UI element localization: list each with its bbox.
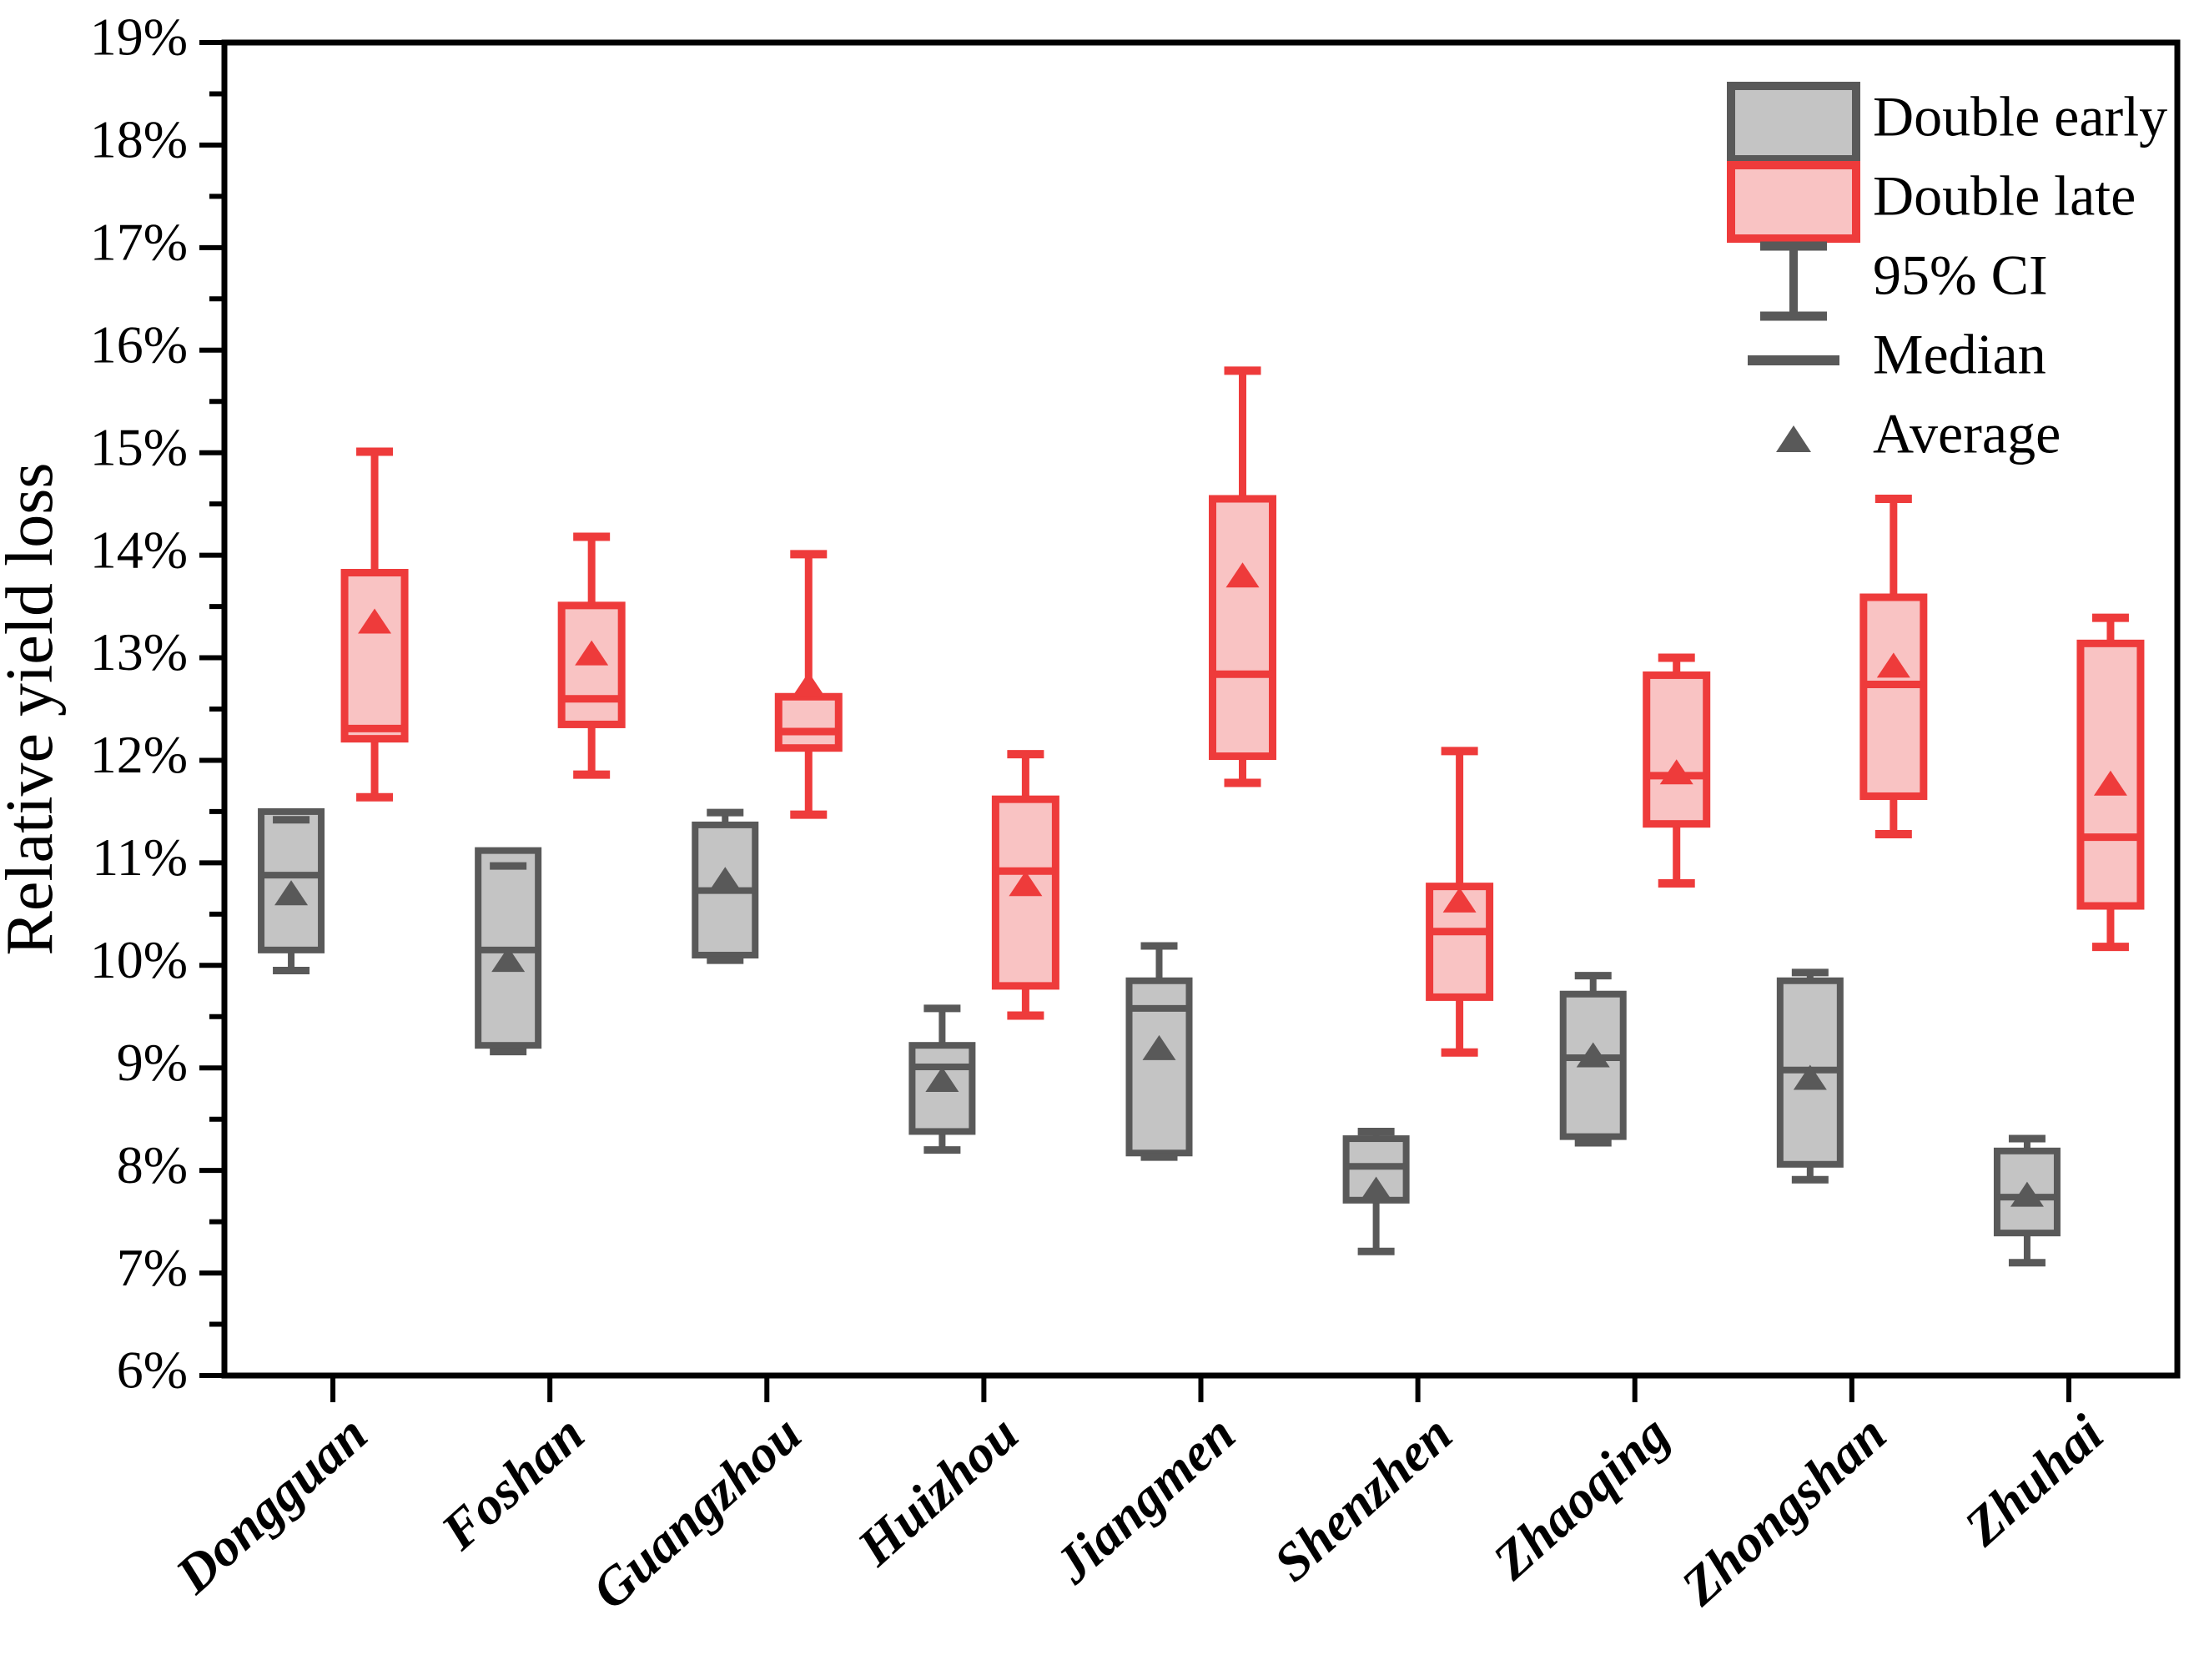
average-marker — [1576, 1042, 1610, 1068]
average-marker — [2093, 770, 2127, 796]
average-marker — [358, 608, 392, 634]
average-marker — [1793, 1064, 1827, 1090]
average-marker — [1009, 871, 1043, 897]
legend-swatch-box-early — [1727, 82, 1860, 163]
y-tick-label-6: 6% — [117, 1340, 188, 1400]
y-tick-label-19: 19% — [90, 8, 188, 67]
boxplot-early-Zhongshan — [1776, 968, 1844, 1184]
series-late — [340, 366, 2145, 1057]
boxplot-late-Foshan — [557, 532, 626, 779]
iqr-box — [1859, 593, 1928, 800]
legend-label-0: Double early — [1873, 85, 2167, 148]
boxplot-early-Guangzhou — [692, 808, 759, 964]
average-marker — [925, 1066, 959, 1092]
y-tick-label-13: 13% — [90, 622, 188, 682]
boxplot-early-Zhuhai — [1993, 1134, 2061, 1267]
boxplot-late-Zhongshan — [1859, 495, 1928, 838]
legend-label-2: 95% CI — [1873, 244, 2048, 307]
average-marker — [1442, 887, 1477, 913]
y-tick-label-9: 9% — [117, 1033, 188, 1092]
iqr-box — [1209, 495, 1276, 761]
legend-triangle-icon — [1776, 425, 1811, 452]
series-early — [258, 807, 2061, 1267]
y-tick-label-12: 12% — [90, 725, 188, 784]
average-marker — [1142, 1034, 1176, 1060]
boxplot-early-Foshan — [475, 847, 542, 1056]
y-tick-label-8: 8% — [117, 1135, 188, 1195]
average-marker — [1876, 652, 1910, 678]
y-axis-title: Relative yield loss — [0, 462, 67, 955]
boxplot-early-Zhaoqing — [1559, 972, 1627, 1147]
y-tick-label-10: 10% — [90, 930, 188, 989]
iqr-box — [908, 1042, 976, 1135]
boxplot-early-Shenzhen — [1342, 1127, 1410, 1255]
average-marker — [1359, 1176, 1393, 1202]
legend: Double early Double late 95% CI Median Avera… — [1727, 82, 2167, 465]
boxplot-late-Jiangmen — [1209, 366, 1276, 787]
boxplot-late-Zhaoqing — [1643, 653, 1711, 888]
iqr-box — [2076, 639, 2145, 910]
y-tick-label-15: 15% — [90, 417, 188, 476]
boxplot-late-Dongguan — [340, 447, 409, 802]
average-marker — [575, 640, 609, 666]
average-marker — [274, 880, 309, 906]
boxplot-late-Guangzhou — [774, 550, 843, 819]
y-tick-label-16: 16% — [90, 314, 188, 374]
average-marker — [708, 867, 742, 893]
y-tick-label-14: 14% — [90, 520, 188, 579]
average-marker — [1659, 759, 1693, 785]
boxplot-early-Jiangmen — [1125, 942, 1193, 1161]
average-marker — [792, 671, 826, 697]
legend-label-3: Median — [1873, 323, 2046, 386]
y-tick-label-17: 17% — [90, 213, 188, 272]
legend-label-4: Average — [1873, 402, 2061, 465]
legend-swatch-box-late — [1727, 161, 1860, 243]
boxplot-late-Shenzhen — [1426, 747, 1494, 1057]
boxplot-early-Huizhou — [908, 1004, 976, 1154]
y-tick-label-11: 11% — [92, 827, 188, 887]
average-marker — [2010, 1181, 2044, 1207]
iqr-box — [340, 569, 409, 743]
average-marker — [1225, 562, 1260, 588]
boxplot-late-Zhuhai — [2076, 613, 2145, 952]
iqr-box — [1643, 671, 1711, 828]
y-axis: 6% 7% 8% 9% 10% 11% 12% 13% 14% 15% 16% 17% 18% 19% — [90, 8, 224, 1400]
iqr-box — [774, 692, 843, 752]
average-marker — [491, 947, 526, 973]
legend-label-1: Double late — [1873, 164, 2136, 228]
boxplot-early-Dongguan — [258, 807, 325, 974]
boxplot-late-Huizhou — [991, 750, 1059, 1020]
y-tick-label-7: 7% — [117, 1238, 188, 1297]
y-tick-label-18: 18% — [90, 110, 188, 169]
